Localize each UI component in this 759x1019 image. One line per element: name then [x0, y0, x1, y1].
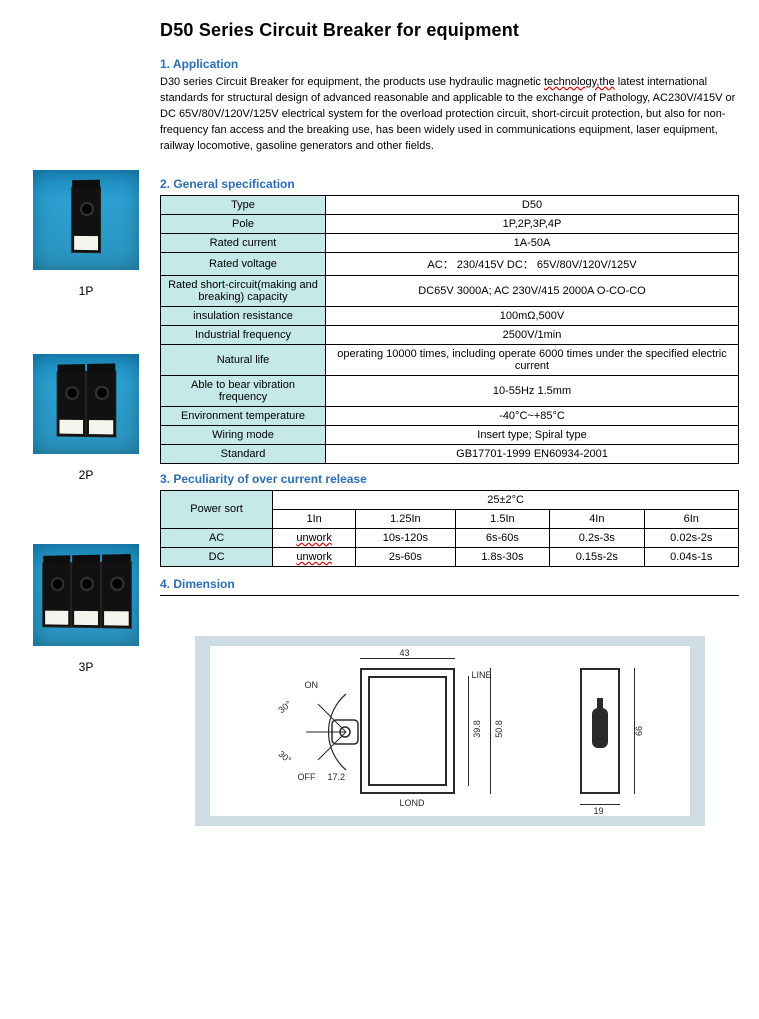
spec-row: insulation resistance100mΩ,500V — [161, 306, 739, 325]
peculiarity-col-header: 4In — [550, 509, 644, 528]
caption-2p: 2P — [79, 468, 94, 482]
spec-row: Rated current1A-50A — [161, 233, 739, 252]
product-image-2p — [33, 354, 139, 454]
spec-row: Wiring modeInsert type; Spiral type — [161, 425, 739, 444]
power-sort-header: Power sort — [161, 490, 273, 528]
caption-3p: 3P — [79, 660, 94, 674]
spec-row: Industrial frequency2500V/1min — [161, 325, 739, 344]
dim-label-50-8: 50.8 — [493, 720, 503, 738]
spec-val: operating 10000 times, including operate… — [326, 344, 739, 375]
spec-val: D50 — [326, 195, 739, 214]
spec-row: Rated short-circuit(making and breaking)… — [161, 275, 739, 306]
peculiarity-cell: 1.8s-30s — [455, 547, 549, 566]
peculiarity-cell: 0.2s-3s — [550, 528, 644, 547]
spec-key: Rated voltage — [161, 252, 326, 275]
application-text-1: D30 series Circuit Breaker for equipment… — [160, 76, 544, 88]
spec-row: Able to bear vibration frequency10-55Hz … — [161, 375, 739, 406]
dim-label-line: LINE — [472, 670, 492, 680]
spec-row: TypeD50 — [161, 195, 739, 214]
peculiarity-col-header: 1.25In — [356, 509, 456, 528]
dim-label-39-8: 39.8 — [471, 720, 481, 738]
dim-label-66: 66 — [634, 726, 644, 736]
dim-label-17-2: 17.2 — [328, 772, 346, 782]
spec-key: Rated current — [161, 233, 326, 252]
peculiarity-row: ACunwork10s-120s6s-60s0.2s-3s0.02s-2s — [161, 528, 739, 547]
product-image-3p — [33, 544, 139, 646]
spec-key: Rated short-circuit(making and breaking)… — [161, 275, 326, 306]
peculiarity-col-header: 1.5In — [455, 509, 549, 528]
section-heading-general-spec: 2. General specification — [160, 177, 739, 191]
page-title: D50 Series Circuit Breaker for equipment — [160, 20, 739, 41]
general-spec-table: TypeD50Pole1P,2P,3P,4PRated current1A-50… — [160, 195, 739, 464]
dim-label-19: 19 — [594, 806, 604, 816]
application-paragraph: D30 series Circuit Breaker for equipment… — [160, 75, 739, 155]
dim-label-43: 43 — [400, 648, 410, 658]
spec-row: Natural lifeoperating 10000 times, inclu… — [161, 344, 739, 375]
peculiarity-row: DCunwork2s-60s1.8s-30s0.15s-2s0.04s-1s — [161, 547, 739, 566]
dimension-diagram: 43 LINE LOND ON OFF 30° 30° — [195, 636, 705, 826]
peculiarity-cell: unwork — [273, 528, 356, 547]
section-heading-application: 1. Application — [160, 57, 739, 71]
spec-key: Standard — [161, 444, 326, 463]
peculiarity-cell: 10s-120s — [356, 528, 456, 547]
spec-row: Environment temperature-40°C~+85°C — [161, 406, 739, 425]
left-column: 1P 2P 3P — [0, 0, 160, 856]
peculiarity-col-header: 6In — [644, 509, 738, 528]
spec-row: Rated voltageAC： 230/415V DC： 65V/80V/12… — [161, 252, 739, 275]
peculiarity-cell: 0.04s-1s — [644, 547, 738, 566]
spec-key: Pole — [161, 214, 326, 233]
peculiarity-cell: 0.15s-2s — [550, 547, 644, 566]
section-heading-dimension: 4. Dimension — [160, 577, 739, 591]
dim-label-lond: LOND — [400, 798, 425, 808]
peculiarity-row-key: DC — [161, 547, 273, 566]
right-column: D50 Series Circuit Breaker for equipment… — [160, 0, 759, 856]
spec-val: 2500V/1min — [326, 325, 739, 344]
spec-val: -40°C~+85°C — [326, 406, 739, 425]
temp-header: 25±2°C — [273, 490, 739, 509]
spec-key: Industrial frequency — [161, 325, 326, 344]
peculiarity-cell: 6s-60s — [455, 528, 549, 547]
spec-key: insulation resistance — [161, 306, 326, 325]
spec-key: Natural life — [161, 344, 326, 375]
spec-row: Pole1P,2P,3P,4P — [161, 214, 739, 233]
peculiarity-row-key: AC — [161, 528, 273, 547]
spec-val: 1P,2P,3P,4P — [326, 214, 739, 233]
spec-val: 100mΩ,500V — [326, 306, 739, 325]
peculiarity-cell: unwork — [273, 547, 356, 566]
section-heading-peculiarity: 3. Peculiarity of over current release — [160, 472, 739, 486]
spec-val: 10-55Hz 1.5mm — [326, 375, 739, 406]
dimension-divider — [160, 595, 739, 596]
spec-val: 1A-50A — [326, 233, 739, 252]
peculiarity-col-header: 1In — [273, 509, 356, 528]
peculiarity-cell: 2s-60s — [356, 547, 456, 566]
caption-1p: 1P — [79, 284, 94, 298]
spec-key: Environment temperature — [161, 406, 326, 425]
spec-val: DC65V 3000A; AC 230V/415 2000A O-CO-CO — [326, 275, 739, 306]
spec-key: Type — [161, 195, 326, 214]
spec-val: GB17701-1999 EN60934-2001 — [326, 444, 739, 463]
application-wavy-text: technology,the — [544, 76, 615, 88]
spec-val: Insert type; Spiral type — [326, 425, 739, 444]
spec-key: Able to bear vibration frequency — [161, 375, 326, 406]
peculiarity-table: Power sort 25±2°C 1In1.25In1.5In4In6In A… — [160, 490, 739, 567]
spec-row: StandardGB17701-1999 EN60934-2001 — [161, 444, 739, 463]
peculiarity-cell: 0.02s-2s — [644, 528, 738, 547]
product-image-1p — [33, 170, 139, 270]
spec-val: AC： 230/415V DC： 65V/80V/120V/125V — [326, 252, 739, 275]
spec-key: Wiring mode — [161, 425, 326, 444]
